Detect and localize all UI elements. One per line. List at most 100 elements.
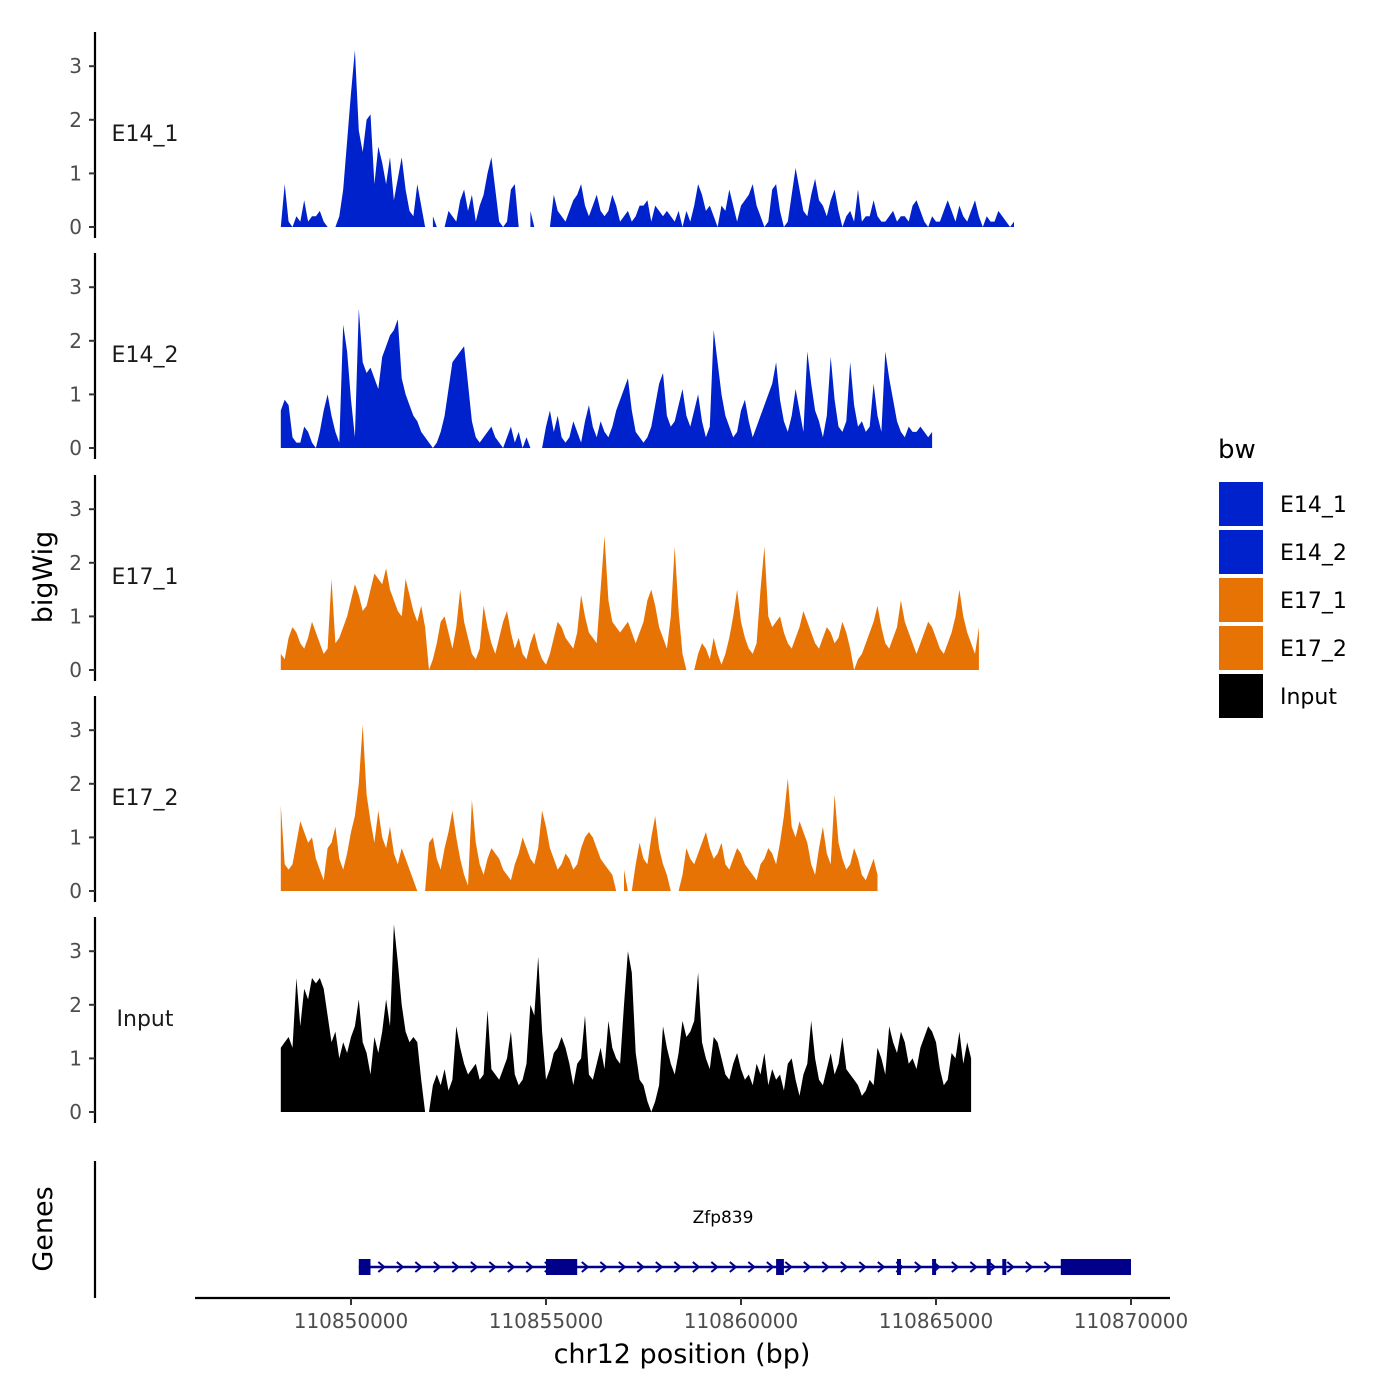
signal-area [549, 168, 1014, 227]
strand-chevron [1043, 1261, 1052, 1273]
x-axis-title: chr12 position (bp) [554, 1339, 811, 1370]
strand-chevron [414, 1261, 423, 1273]
strand-chevron [581, 1261, 590, 1273]
exon-block [932, 1259, 937, 1275]
y-tick-label: 0 [69, 436, 82, 460]
signal-area [335, 50, 426, 227]
strand-chevron [914, 1261, 923, 1273]
track-label: E17_2 [112, 786, 179, 811]
gene-name-label: Zfp839 [693, 1208, 754, 1228]
strand-chevron [655, 1261, 664, 1273]
x-tick-label: 110870000 [1074, 1309, 1189, 1333]
y-tick-label: 1 [69, 825, 82, 849]
strand-chevron [988, 1261, 997, 1273]
bigwig-tracks: 0 1 2 3 E14_1 0 1 2 3 E14_2 0 1 2 3 E17_1 0 1 2 3 E17_2 0 1 2 3… [69, 32, 1014, 1124]
y-tick-label: 3 [69, 939, 82, 963]
y-tick-label: 1 [69, 161, 82, 185]
signal-area [280, 308, 531, 448]
signal-area [432, 216, 437, 227]
y-tick-label: 2 [69, 772, 82, 796]
strand-chevron [729, 1261, 738, 1273]
legend-swatch [1219, 674, 1263, 718]
signal-area [678, 778, 878, 891]
x-tick-label: 110860000 [684, 1309, 799, 1333]
y-tick-label: 0 [69, 879, 82, 903]
y-tick-label: 1 [69, 604, 82, 628]
strand-chevron [877, 1261, 886, 1273]
y-tick-label: 3 [69, 497, 82, 521]
legend-label: E14_2 [1280, 541, 1347, 566]
track-label: Input [117, 1007, 174, 1032]
track-label: E17_1 [112, 565, 179, 590]
signal-area [624, 816, 671, 891]
y-tick-label: 0 [69, 215, 82, 239]
strand-chevron [396, 1261, 405, 1273]
y-tick-label: 1 [69, 1046, 82, 1070]
x-tick-label: 110855000 [489, 1309, 604, 1333]
y-tick-label: 0 [69, 1100, 82, 1124]
y-tick-label: 2 [69, 551, 82, 575]
signal-area [280, 924, 972, 1112]
signal-area [280, 536, 687, 670]
gene-model-zfp839 [358, 1259, 1131, 1275]
strand-chevron [433, 1261, 442, 1273]
strand-chevron [470, 1261, 479, 1273]
strand-chevron [673, 1261, 682, 1273]
track-e17-2: 0 1 2 3 E17_2 [69, 696, 878, 903]
y-tick-label: 3 [69, 275, 82, 299]
strand-chevron [858, 1261, 867, 1273]
legend-title: bw [1218, 435, 1256, 465]
y-tick-label: 0 [69, 658, 82, 682]
y-axis-title: bigWig [28, 531, 59, 624]
y-tick-label: 1 [69, 382, 82, 406]
exon-block [1060, 1259, 1131, 1275]
x-tick-label: 110865000 [879, 1309, 994, 1333]
x-axis: 110850000 110855000 110860000 110865000 1108… [195, 1296, 1189, 1333]
legend-swatch [1219, 578, 1263, 622]
track-input: 0 1 2 3 Input [69, 917, 972, 1124]
strand-chevron [766, 1261, 775, 1273]
legend: bw E14_1 E14_2 E17_1 E17_2 Input [1218, 435, 1347, 718]
y-tick-label: 2 [69, 993, 82, 1017]
x-tick-label: 110850000 [294, 1309, 409, 1333]
legend-swatch [1219, 482, 1263, 526]
track-label: E14_1 [112, 122, 179, 147]
exon-block [546, 1259, 578, 1275]
y-tick-label: 3 [69, 54, 82, 78]
legend-label: E17_2 [1280, 637, 1347, 662]
gene-panel: Genes Zfp839 [28, 1161, 1131, 1298]
track-e14-2: 0 1 2 3 E14_2 [69, 253, 933, 460]
exon-block [776, 1259, 784, 1275]
signal-area [425, 799, 617, 891]
signal-area [530, 210, 535, 227]
strand-chevron [969, 1261, 978, 1273]
strand-chevron [1006, 1261, 1015, 1273]
strand-chevron [377, 1261, 386, 1273]
genes-axis-title: Genes [28, 1186, 59, 1271]
strand-chevron [636, 1261, 645, 1273]
strand-chevron [599, 1261, 608, 1273]
track-e17-1: 0 1 2 3 E17_1 [69, 475, 979, 682]
y-tick-label: 2 [69, 108, 82, 132]
legend-label: E17_1 [1280, 589, 1347, 614]
exon-block [897, 1259, 901, 1275]
signal-area [280, 184, 328, 227]
exon-block [358, 1259, 371, 1275]
strand-chevron [525, 1261, 534, 1273]
exon-block [986, 1259, 991, 1275]
strand-chevron [488, 1261, 497, 1273]
y-tick-label: 2 [69, 329, 82, 353]
strand-chevron [821, 1261, 830, 1273]
strand-chevron [803, 1261, 812, 1273]
strand-chevron [507, 1261, 516, 1273]
legend-label: E14_1 [1280, 493, 1347, 518]
strand-chevron [618, 1261, 627, 1273]
strand-chevron [747, 1261, 756, 1273]
legend-label: Input [1280, 685, 1337, 710]
signal-area [280, 724, 418, 891]
track-e14-1: 0 1 2 3 E14_1 [69, 32, 1014, 239]
strand-chevron [951, 1261, 960, 1273]
track-label: E14_2 [112, 343, 179, 368]
